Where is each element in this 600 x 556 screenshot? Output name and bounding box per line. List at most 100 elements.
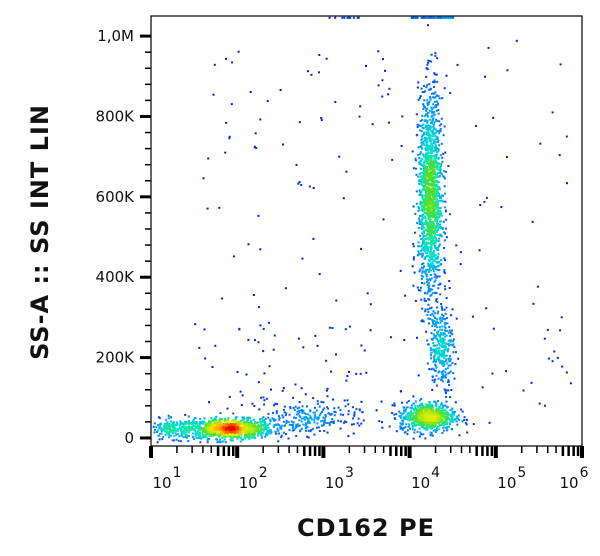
event-point [431, 419, 434, 422]
event-point [451, 333, 454, 336]
event-point [433, 209, 436, 211]
event-point [430, 368, 433, 371]
event-point [415, 190, 418, 193]
event-point [440, 362, 443, 365]
event-point [443, 270, 446, 273]
event-point [193, 437, 195, 440]
event-point [439, 344, 442, 347]
event-point [410, 410, 412, 413]
event-point [410, 417, 412, 420]
event-point [439, 234, 442, 237]
event-point [456, 63, 459, 66]
event-point [231, 426, 234, 429]
x-tick-base: 10 [325, 474, 344, 492]
event-point [438, 260, 441, 263]
event-point [407, 400, 410, 403]
event-point [433, 260, 436, 263]
event-point [304, 413, 307, 416]
event-point [429, 252, 432, 255]
event-point [297, 424, 299, 427]
event-point [439, 210, 442, 212]
event-point [430, 256, 433, 258]
event-point [427, 179, 430, 182]
event-point [277, 429, 280, 432]
event-point [425, 171, 428, 174]
event-point [433, 231, 436, 233]
event-point [210, 417, 213, 420]
event-point [204, 434, 207, 436]
event-point [432, 284, 435, 287]
event-point [412, 284, 415, 287]
event-point [437, 428, 440, 431]
event-point [422, 127, 425, 130]
event-point [428, 368, 431, 371]
event-point [434, 336, 436, 339]
event-point [167, 423, 170, 425]
event-point [257, 214, 260, 217]
event-point [426, 205, 429, 208]
event-point [343, 16, 346, 19]
event-point [186, 430, 189, 433]
event-point [284, 414, 287, 417]
event-point [421, 137, 424, 140]
event-point [259, 324, 262, 327]
event-point [429, 353, 432, 356]
event-point [301, 412, 304, 414]
event-point [210, 433, 213, 436]
event-point [427, 159, 430, 162]
event-point [437, 340, 440, 343]
event-point [431, 257, 434, 260]
event-point [430, 155, 433, 158]
event-point [428, 419, 430, 422]
event-point [185, 433, 188, 436]
event-point [222, 440, 225, 443]
event-point [268, 422, 271, 425]
event-point [381, 421, 383, 424]
event-point [414, 423, 417, 426]
event-point [443, 388, 446, 391]
event-point [223, 426, 225, 429]
event-point [421, 215, 424, 218]
event-point [437, 265, 440, 268]
event-point [441, 351, 444, 354]
event-point [422, 204, 425, 207]
event-point [433, 245, 436, 248]
event-point [157, 434, 160, 437]
event-point [427, 226, 430, 229]
event-point [434, 414, 437, 417]
event-point [325, 389, 328, 392]
event-point [423, 245, 426, 248]
event-point [272, 348, 275, 351]
event-point [435, 100, 438, 103]
event-point [421, 423, 424, 426]
event-point [455, 317, 458, 320]
event-point [436, 408, 438, 411]
event-point [246, 425, 248, 428]
event-point [431, 292, 434, 295]
event-point [421, 224, 424, 227]
event-point [211, 428, 214, 431]
event-point [433, 121, 436, 124]
event-point [421, 222, 424, 225]
event-point [288, 413, 291, 416]
event-point [437, 409, 440, 412]
event-point [324, 413, 327, 416]
event-point [417, 289, 420, 292]
event-point [274, 402, 277, 405]
event-point [171, 423, 174, 426]
event-point [436, 318, 439, 321]
event-point [228, 421, 231, 424]
event-point [243, 418, 246, 420]
event-point [422, 153, 425, 156]
event-point [421, 419, 424, 422]
event-point [206, 422, 209, 425]
event-point [427, 162, 430, 165]
event-point [245, 423, 248, 426]
event-point [440, 214, 443, 217]
event-point [192, 432, 194, 435]
event-point [378, 420, 381, 423]
event-point [406, 413, 409, 416]
event-point [197, 437, 200, 439]
event-point [438, 269, 441, 272]
event-point [200, 437, 203, 440]
